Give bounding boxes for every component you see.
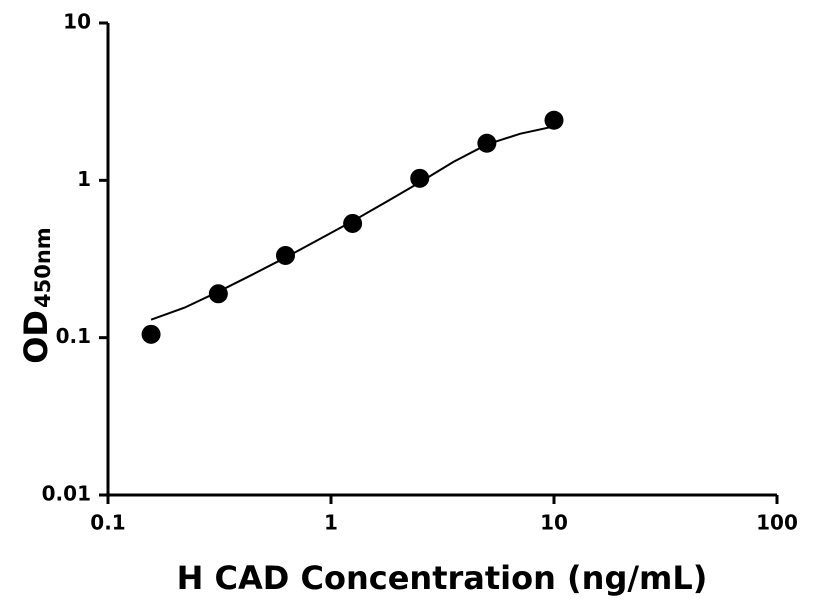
y-tick-label: 1 <box>77 167 91 191</box>
x-axis-title: H CAD Concentration (ng/mL) <box>177 559 708 597</box>
y-axis-title-subscript: 450nm <box>31 227 55 308</box>
x-tick-label: 1 <box>324 511 338 535</box>
y-tick-label: 10 <box>63 10 91 34</box>
x-tick-label: 100 <box>756 511 798 535</box>
y-axis-title: OD 450nm <box>17 227 55 363</box>
y-axis-title-main: OD <box>17 310 55 364</box>
x-tick-label: 0.1 <box>90 511 125 535</box>
data-point <box>544 110 564 130</box>
y-tick-label: 0.01 <box>42 482 91 506</box>
data-point <box>275 245 295 265</box>
y-tick-label: 0.1 <box>56 324 91 348</box>
data-point <box>477 133 497 153</box>
data-point <box>208 284 228 304</box>
data-point <box>410 168 430 188</box>
data-point <box>343 213 363 233</box>
x-tick-label: 10 <box>540 511 568 535</box>
data-point <box>141 324 161 344</box>
